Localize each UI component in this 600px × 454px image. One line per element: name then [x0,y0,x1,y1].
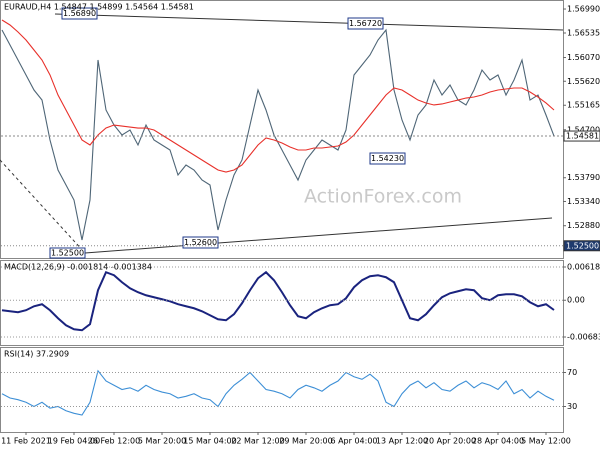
watermark: ActionForex.com [304,186,462,208]
rsi-panel [0,347,564,433]
macd-title: MACD(12,26,9) -0.001814 -0.001384 [4,263,152,272]
series-layer [1,19,555,416]
y-tick-label: 1.52880 [567,221,600,230]
annotation-box [347,17,384,30]
annotation-box [369,152,406,165]
annotation: 1.52600 [184,238,217,247]
macd-panel [0,260,564,346]
y-tick-label: 1.54700 [567,125,600,134]
x-tick-label: 19 Feb 04:00 [48,437,100,446]
x-tick-label: 5 May 12:00 [521,437,571,446]
x-tick-label: 5 Mar 20:00 [138,437,186,446]
x-tick-label: 29 Mar 20:00 [279,437,332,446]
y-tick-label: 1.56070 [567,53,600,62]
rsi-title: RSI(14) 37.2909 [4,350,69,359]
price-marker-label: 1.52500 [566,241,599,250]
x-tick-label: 20 Apr 20:00 [424,437,476,446]
x-tick-label: 22 Mar 12:00 [231,437,284,446]
y-tick-label: 1.53340 [567,197,600,206]
y-tick-label: 1.53790 [567,173,600,182]
trendline [54,13,564,31]
x-tick-label: 26 Feb 12:00 [88,437,140,446]
series-line [1,19,555,173]
annotation-box [49,247,86,259]
y-tick-label: 30 [567,402,577,411]
x-tick-label: 11 Feb 2021 [1,437,51,446]
x-tick-label: 13 Apr 12:00 [376,437,428,446]
annotation-box [182,236,219,249]
y-tick-label: 0.006184 [567,262,600,271]
annotation: 1.54230 [371,154,404,163]
price-marker [563,130,600,142]
y-tick-label: 70 [567,368,577,377]
series-line [1,28,555,241]
annotation: 1.56890 [63,9,96,18]
annotation: 1.56720 [349,19,382,28]
price-marker-label: 1.54581 [566,132,599,141]
y-tick-label: -0.006837 [567,333,600,342]
x-tick-label: 28 Apr 04:00 [472,437,524,446]
trendline [84,217,553,254]
y-tick-label: 1.56990 [567,5,600,14]
y-tick-label: 0.00 [567,296,585,305]
y-tick-label: 1.55620 [567,77,600,86]
y-tick-label: 1.56535 [567,29,600,38]
price-marker [563,240,600,252]
series-line [1,270,555,332]
chart-title: EURAUD,H4 1.54847 1.54899 1.54564 1.5458… [4,3,194,12]
series-line [1,369,555,416]
annotation-box [61,7,98,20]
annotation: 1.52500 [51,249,84,258]
trendline [0,159,86,254]
x-tick-label: 15 Mar 04:00 [183,437,236,446]
y-tick-label: 1.55165 [567,101,600,110]
x-tick-label: 6 Apr 04:00 [330,437,377,446]
